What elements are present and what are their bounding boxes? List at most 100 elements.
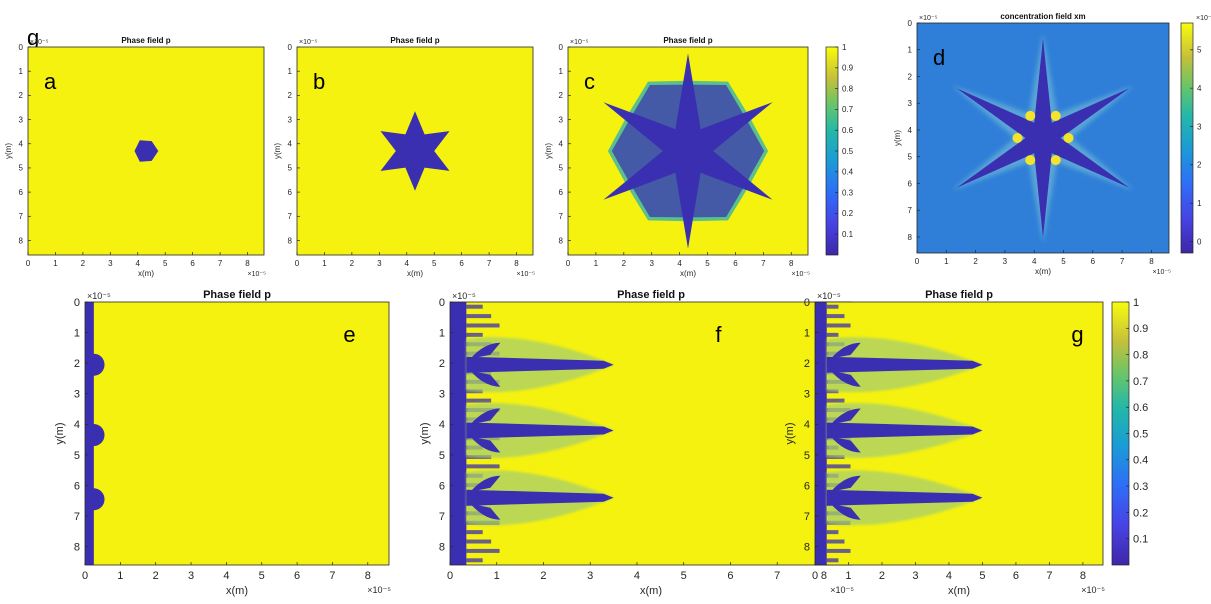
x-tick-label: 6 [459,259,464,268]
y-tick-label: 2 [74,358,80,370]
dendrite-mark [826,489,983,506]
y-tick-label: 8 [908,233,913,242]
colorbar-tick-label: 0.3 [842,188,854,197]
seed-mark [134,140,159,162]
panel-title: Phase field p [617,289,685,301]
panel-letter: f [715,322,722,347]
x-tick-label: 7 [761,259,766,268]
fringe-mark [826,304,839,309]
x-tick-label: 0 [82,570,88,582]
y-tick-label: 0 [559,43,564,52]
y-tick-label: 1 [439,327,445,339]
panel-c: 0 1 2 3 4 5 6 7 8 0 1 2 3 4 5 6 7 8 Phase field p x(m) y(m) ×… [544,36,854,278]
plot-area-f [450,302,852,565]
dendrite-mark [826,356,983,373]
x-tick-label: 1 [53,259,58,268]
axes-frame [84,301,390,566]
y-exponent-label: ×10⁻⁵ [452,291,476,301]
axes-frame [27,46,265,256]
fringe-mark [826,398,845,403]
panel-title: concentration field xm [1000,12,1085,21]
side-arm-mark [470,436,501,453]
x-tick-label: 5 [1061,257,1066,266]
x-tick-label: 6 [733,259,738,268]
x-tick-label: 8 [789,259,794,268]
panel-letter: d [933,45,945,70]
y-tick-label: 8 [74,542,80,554]
fringe-mark [466,398,492,403]
fringe-mark [466,332,483,337]
y-tick-label: 5 [559,164,564,173]
y-exponent-label: ×10⁻⁵ [299,39,318,46]
y-tick-label: 2 [288,91,293,100]
fringe-mark [466,539,492,544]
bump-mark [85,424,105,447]
y-axis-label: y(m) [893,130,902,146]
colorbar-tick-label: 0.6 [842,126,854,135]
y-tick-label: 5 [804,450,810,462]
x-tick-label: 2 [540,570,546,582]
y-tick-label: 7 [559,212,564,221]
panel-e: 0 1 2 3 4 5 6 7 8 0 1 2 3 4 5 6 7 8 Phase field p x(m) y(m) ×… [54,289,391,597]
x-tick-label: 1 [494,570,500,582]
y-tick-label: 3 [74,389,80,401]
y-tick-label: 1 [559,67,564,76]
colorbar-tick-label: 1 [842,43,847,52]
dendrite-mark [466,422,614,439]
y-tick-label: 8 [559,236,564,245]
side-arm-mark [830,436,861,453]
bump-mark [85,488,105,511]
x-tick-label: 2 [973,257,978,266]
crystal-mark [380,111,450,191]
y-tick-label: 5 [908,153,913,162]
panel-letter: c [584,69,595,94]
x-tick-label: 7 [218,259,223,268]
x-tick-label: 4 [946,570,952,582]
fringe-mark [466,548,500,553]
panel-title: Phase field p [663,36,712,45]
y-axis-label: y(m) [273,143,282,159]
y-tick-label: 5 [439,450,445,462]
x-tick-label: 1 [322,259,327,268]
x-tick-label: 3 [649,259,654,268]
fringe-mark [826,323,851,328]
fringe-mark [466,304,483,309]
plot-area-b [297,47,533,255]
x-tick-label: 8 [245,259,250,268]
enrichment-spot [1050,155,1061,166]
y-tick-label: 4 [288,140,293,149]
panel-d: 0 1 2 3 4 5 6 7 8 0 1 2 3 4 5 6 7 8 concentration field xm… [893,12,1211,276]
x-tick-label: 2 [153,570,159,582]
enrichment-spot [1063,133,1074,143]
y-tick-label: 8 [19,236,24,245]
fringe-mark [826,314,845,319]
x-tick-label: 4 [1032,257,1037,266]
y-tick-label: 1 [804,327,810,339]
x-tick-label: 1 [944,257,949,266]
dendrite-mark [466,489,614,506]
y-tick-label: 0 [74,297,80,309]
colorbar-tick-label: 0.2 [842,209,854,218]
x-tick-label: 3 [587,570,593,582]
y-tick-label: 2 [804,358,810,370]
y-axis-label: y(m) [4,143,13,159]
x-tick-label: 1 [594,259,599,268]
x-tick-label: 2 [879,570,885,582]
x-axis-label: x(m) [948,585,970,597]
x-tick-label: 8 [821,570,827,582]
y-tick-label: 1 [288,67,293,76]
x-tick-label: 4 [223,570,229,582]
x-axis-label: x(m) [138,269,154,278]
y-tick-label: 3 [288,115,293,124]
y-tick-label: 2 [908,72,913,81]
side-arm-mark [470,475,501,492]
y-exponent-label: ×10⁻⁵ [919,15,938,22]
axes-frame [567,46,809,256]
y-tick-label: 8 [439,542,445,554]
y-tick-label: 2 [439,358,445,370]
y-tick-label: 6 [804,480,810,492]
y-tick-label: 1 [908,46,913,55]
y-tick-label: 4 [804,419,810,431]
colorbar-tick-label: 0.6 [1133,402,1148,414]
